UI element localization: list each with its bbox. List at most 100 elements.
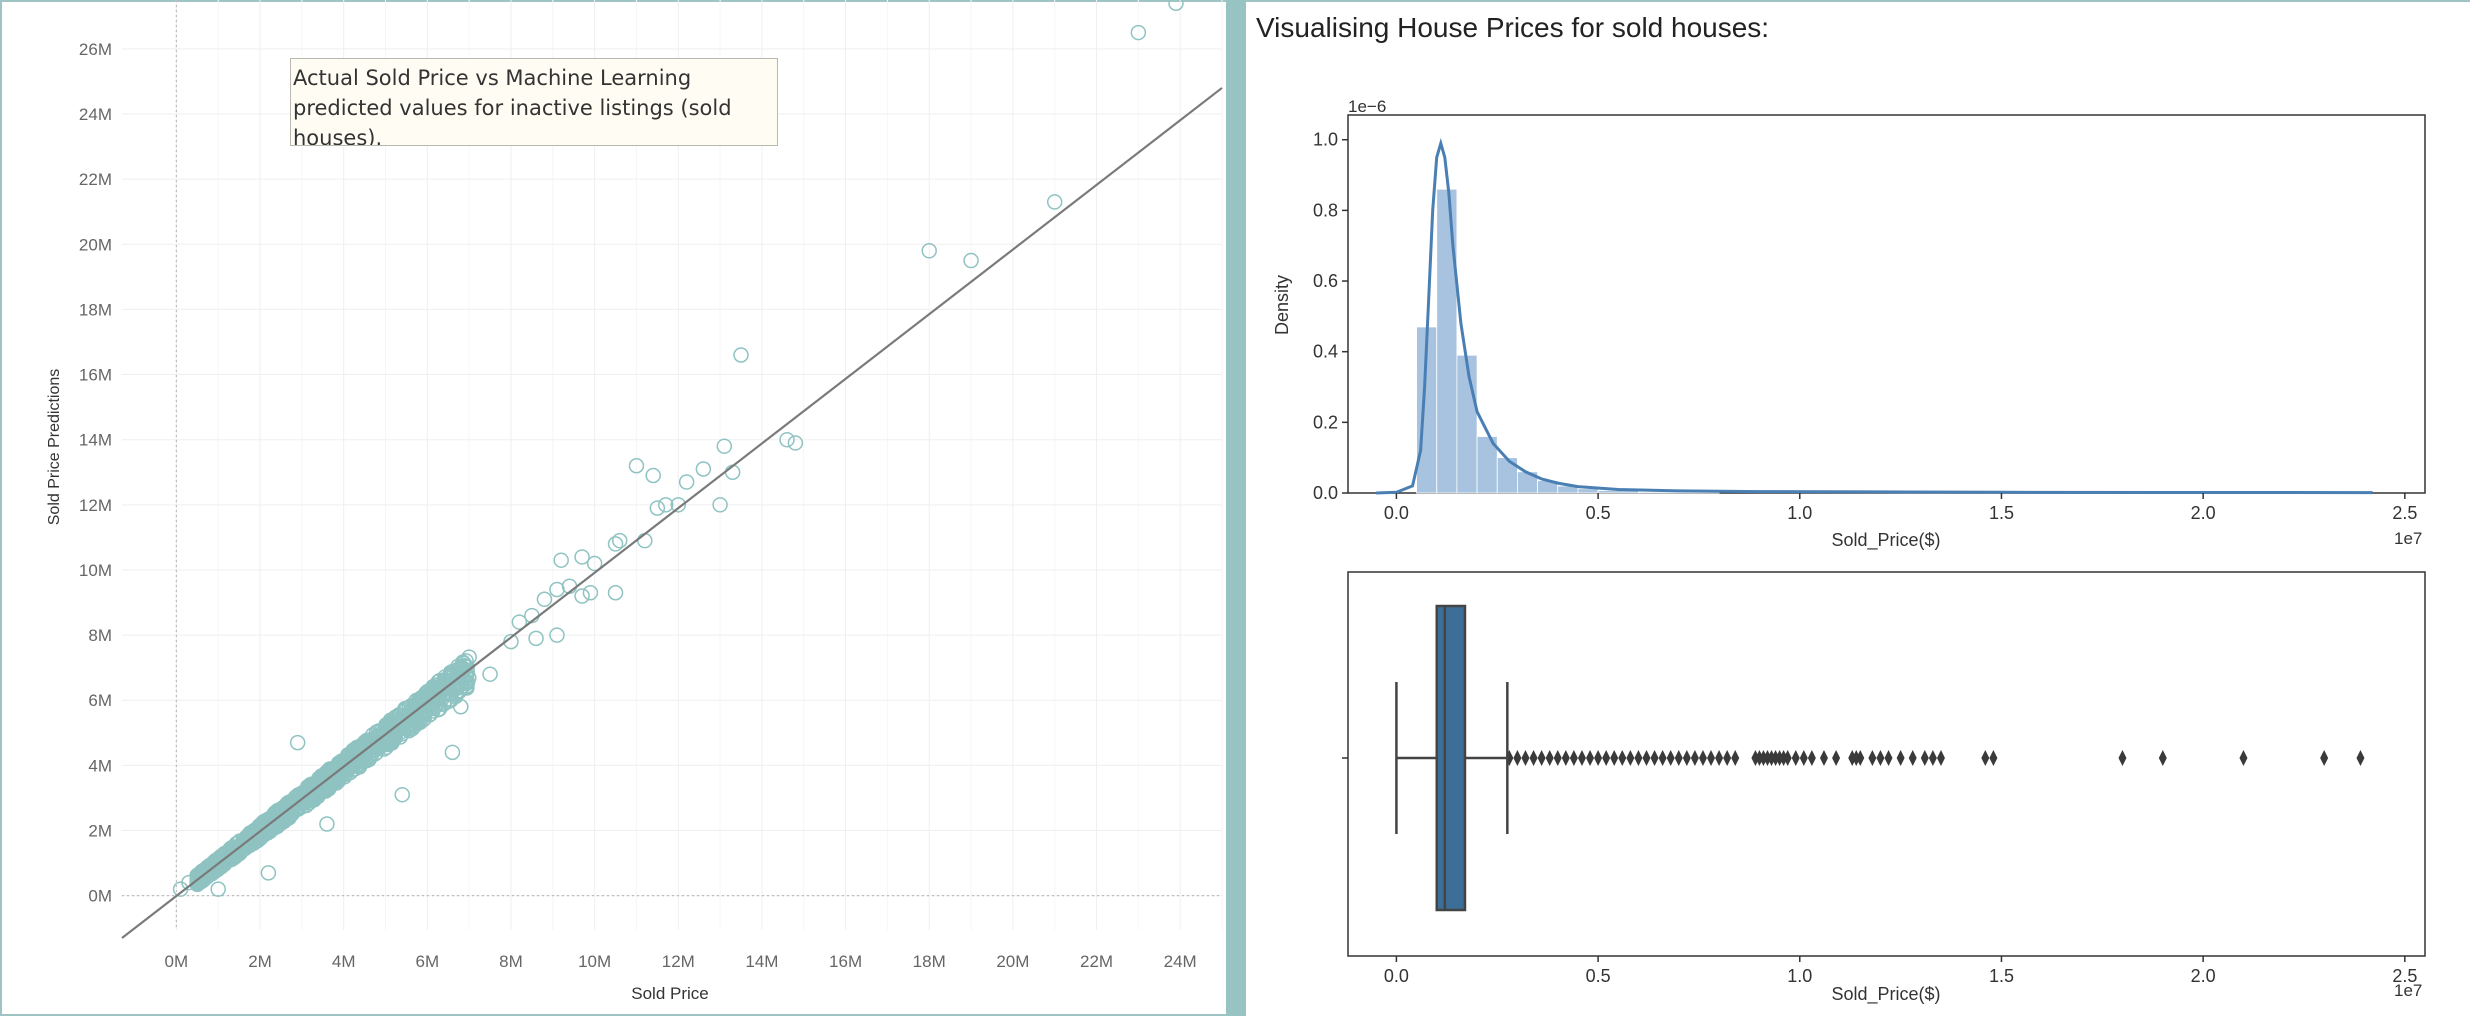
- scatter-y-tick-label: 18M: [79, 300, 112, 319]
- scatter-point: [289, 734, 306, 751]
- scatter-panel: [0, 0, 1226, 1016]
- boxplot-outlier: [1896, 750, 1905, 766]
- scatter-y-tick-label: 26M: [79, 40, 112, 59]
- scatter-point: [414, 699, 430, 716]
- scatter-x-tick-label: 2M: [248, 952, 272, 971]
- boxplot-outlier: [2239, 750, 2248, 766]
- scatter-point: [657, 497, 674, 513]
- histogram-chart: 0.0 0.5 1.0 1.5 2.0 2.5 0.0 0.2 0.4 0.6 0.8 1.0 1e…: [1272, 97, 2426, 551]
- scatter-x-tick-label: 20M: [996, 952, 1029, 971]
- scatter-points: [172, 0, 1184, 897]
- scatter-point: [230, 841, 247, 857]
- histogram-y-ticks: 0.0 0.2 0.4 0.6 0.8 1.0: [1313, 130, 1348, 503]
- boxplot-outlier: [1767, 750, 1776, 766]
- scatter-point: [787, 435, 804, 451]
- boxplot-outlier: [1561, 750, 1570, 766]
- scatter-point: [449, 674, 466, 690]
- boxplot-outlier: [1908, 750, 1917, 766]
- boxplot-outlier: [1529, 750, 1538, 766]
- scatter-point: [365, 733, 381, 749]
- scatter-point: [423, 691, 439, 708]
- scatter-y-tick-label: 2M: [88, 822, 112, 841]
- scatter-point: [607, 585, 624, 601]
- scatter-point: [209, 856, 225, 873]
- boxplot-outlier: [1884, 750, 1893, 766]
- scatter-chart: 0M 2M 4M 6M 8M 10M 12M 14M 16M 18M 20M 22M 24M 0M 2M 4…: [46, 0, 1223, 1003]
- boxplot-outlier: [2118, 750, 2127, 766]
- boxplot-outliers: [1505, 750, 2365, 766]
- histogram-x-tick-label: 0.5: [1586, 503, 1611, 523]
- scatter-point: [224, 840, 241, 857]
- scatter-point: [1168, 0, 1184, 12]
- scatter-point: [219, 844, 236, 861]
- histogram-y-offset-label: 1e−6: [1348, 97, 1386, 116]
- dashboard-title: Visualising House Prices for sold houses…: [1256, 12, 1770, 43]
- boxplot-outlier: [1989, 750, 1998, 766]
- kde-line: [1376, 137, 2373, 495]
- boxplot-outlier: [1763, 750, 1772, 766]
- boxplot-outlier: [1537, 750, 1546, 766]
- boxplot-outlier: [1868, 750, 1877, 766]
- boxplot-outlier: [1707, 750, 1716, 766]
- scatter-point: [300, 783, 316, 800]
- scatter-x-tick-label: 8M: [499, 952, 523, 971]
- scatter-x-tick-label: 12M: [662, 952, 695, 971]
- scatter-point: [628, 457, 645, 474]
- scatter-y-axis-label: Sold Price Predictions: [46, 369, 63, 526]
- histogram-y-tick-label: 0.0: [1313, 483, 1338, 503]
- scatter-y-tick-label: 20M: [79, 235, 112, 254]
- scatter-point: [258, 820, 274, 836]
- scatter-point: [637, 532, 653, 549]
- boxplot-outlier: [1791, 750, 1800, 766]
- scatter-point: [394, 786, 410, 803]
- boxplot-outlier: [1602, 750, 1611, 766]
- boxplot-outlier: [1658, 750, 1667, 766]
- boxplot-x-offset-label: 1e7: [2394, 981, 2422, 1000]
- boxplot-outlier: [2158, 750, 2167, 766]
- boxplot-outlier: [1920, 750, 1929, 766]
- boxplot-outlier: [1553, 750, 1562, 766]
- scatter-x-tick-label: 18M: [913, 952, 946, 971]
- scatter-point: [779, 431, 795, 448]
- boxplot-outlier: [1771, 750, 1780, 766]
- histogram-x-tick-label: 0.0: [1384, 503, 1409, 523]
- scatter-point: [670, 497, 687, 513]
- boxplot-outlier: [1666, 750, 1675, 766]
- histogram-y-tick-label: 0.6: [1313, 271, 1338, 291]
- boxplot-x-ticks: 0.0 0.5 1.0 1.5 2.0 2.5: [1384, 956, 2417, 986]
- scatter-point: [645, 467, 661, 484]
- panel-divider[interactable]: [1226, 0, 1246, 1016]
- boxplot-outlier: [1783, 750, 1792, 766]
- boxplot-outlier: [1723, 750, 1732, 766]
- histogram-x-ticks: 0.0 0.5 1.0 1.5 2.0 2.5: [1384, 493, 2417, 523]
- scatter-point: [921, 243, 937, 259]
- scatter-point: [716, 438, 733, 454]
- histogram-x-axis-label: Sold_Price($): [1831, 530, 1940, 551]
- scatter-y-ticks: 0M 2M 4M 6M 8M 10M 12M 14M 16M 18M 20M 22M 24M 26M: [79, 40, 112, 906]
- scatter-point: [381, 720, 397, 737]
- boxplot-chart: 0.0 0.5 1.0 1.5 2.0 2.5 1e7 Sold_Price($): [1342, 571, 2426, 1005]
- boxplot-outlier: [1569, 750, 1578, 766]
- scatter-x-tick-label: 4M: [332, 952, 356, 971]
- histogram-y-tick-label: 0.2: [1313, 412, 1338, 432]
- scatter-point: [210, 881, 226, 897]
- scatter-point: [678, 474, 695, 490]
- scatter-point: [607, 536, 624, 552]
- scatter-x-tick-label: 0M: [165, 952, 189, 971]
- scatter-x-tick-label: 16M: [829, 952, 862, 971]
- scatter-point: [536, 591, 553, 608]
- boxplot-outlier: [1715, 750, 1724, 766]
- boxplot-outlier: [1642, 750, 1651, 766]
- boxplot-x-axis-label: Sold_Price($): [1831, 984, 1940, 1005]
- scatter-point: [586, 555, 603, 572]
- boxplot-outlier: [1755, 750, 1764, 766]
- scatter-x-axis-label: Sold Price: [631, 984, 708, 1003]
- boxplot-outlier: [1775, 750, 1784, 766]
- boxplot-x-tick-label: 1.5: [1989, 966, 2014, 986]
- scatter-point: [428, 677, 445, 693]
- scatter-point: [712, 497, 728, 513]
- boxplot-outlier: [1731, 750, 1740, 766]
- boxplot-outlier: [1856, 750, 1865, 766]
- boxplot-x-tick-label: 0.5: [1586, 966, 1611, 986]
- histogram-bar: [1436, 188, 1458, 494]
